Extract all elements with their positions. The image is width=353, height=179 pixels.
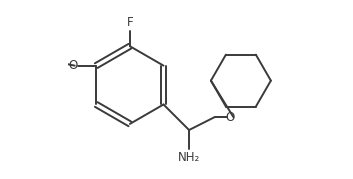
Text: F: F (127, 16, 133, 29)
Text: O: O (226, 111, 235, 124)
Text: NH₂: NH₂ (178, 151, 200, 164)
Text: O: O (68, 59, 77, 72)
